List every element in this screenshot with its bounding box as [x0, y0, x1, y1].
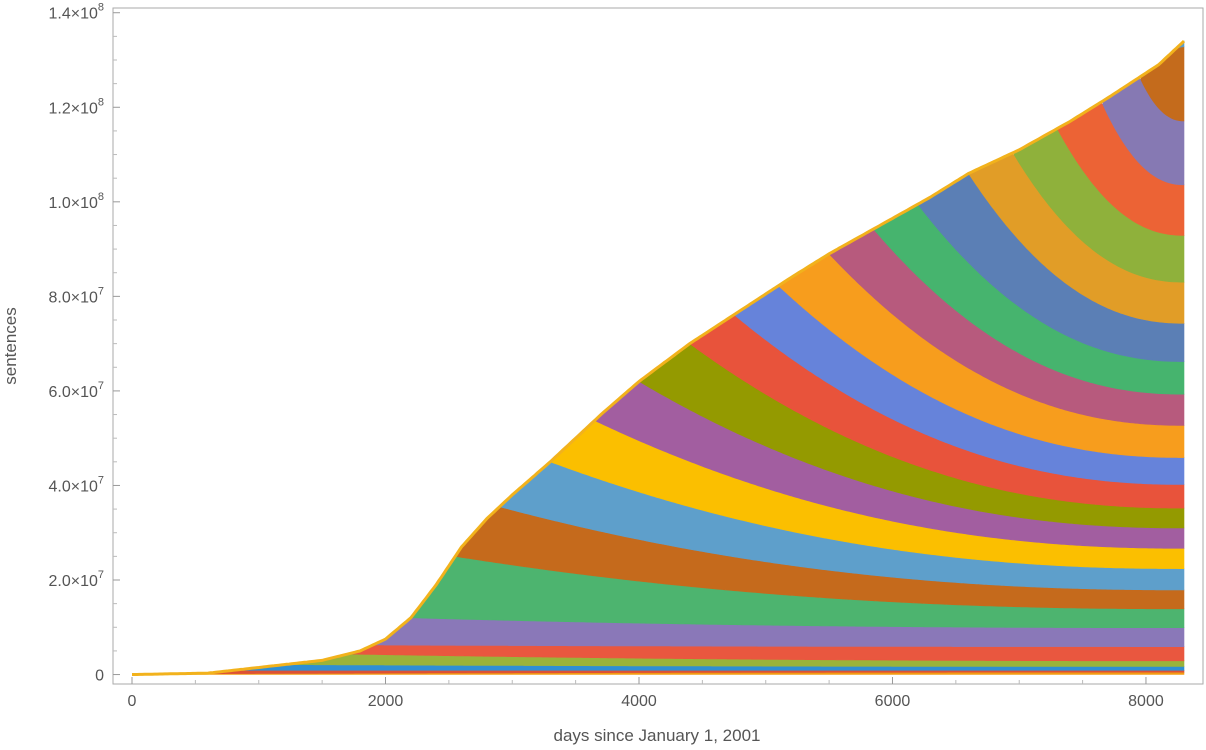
y-tick-label: 0 [95, 668, 104, 685]
y-tick-label: 4.0×107 [48, 474, 104, 495]
x-axis-ticks: 0 2000 4000 6000 8000 [128, 677, 1164, 710]
y-tick-label: 8.0×107 [48, 285, 104, 306]
x-tick-label: 0 [128, 693, 137, 710]
x-tick-label: 2000 [368, 693, 404, 710]
x-tick-label: 6000 [875, 693, 911, 710]
y-tick-label: 1.0×108 [48, 191, 104, 212]
x-tick-label: 4000 [621, 693, 657, 710]
area-series-group [132, 40, 1185, 675]
total-outline [132, 40, 1186, 676]
y-tick-label: 6.0×107 [48, 380, 104, 401]
y-tick-label: 1.4×108 [48, 2, 104, 23]
plot-frame [112, 7, 1204, 685]
x-tick-label: 8000 [1128, 693, 1164, 710]
y-axis-ticks: 0 2.0×107 4.0×107 6.0×107 8.0×107 1.0×108 1.2×… [48, 2, 120, 685]
y-tick-label: 2.0×107 [48, 569, 104, 590]
y-tick-label: 1.2×108 [48, 96, 104, 117]
x-axis-label: days since January 1, 2001 [554, 726, 761, 745]
y-axis-label: sentences [1, 307, 20, 385]
